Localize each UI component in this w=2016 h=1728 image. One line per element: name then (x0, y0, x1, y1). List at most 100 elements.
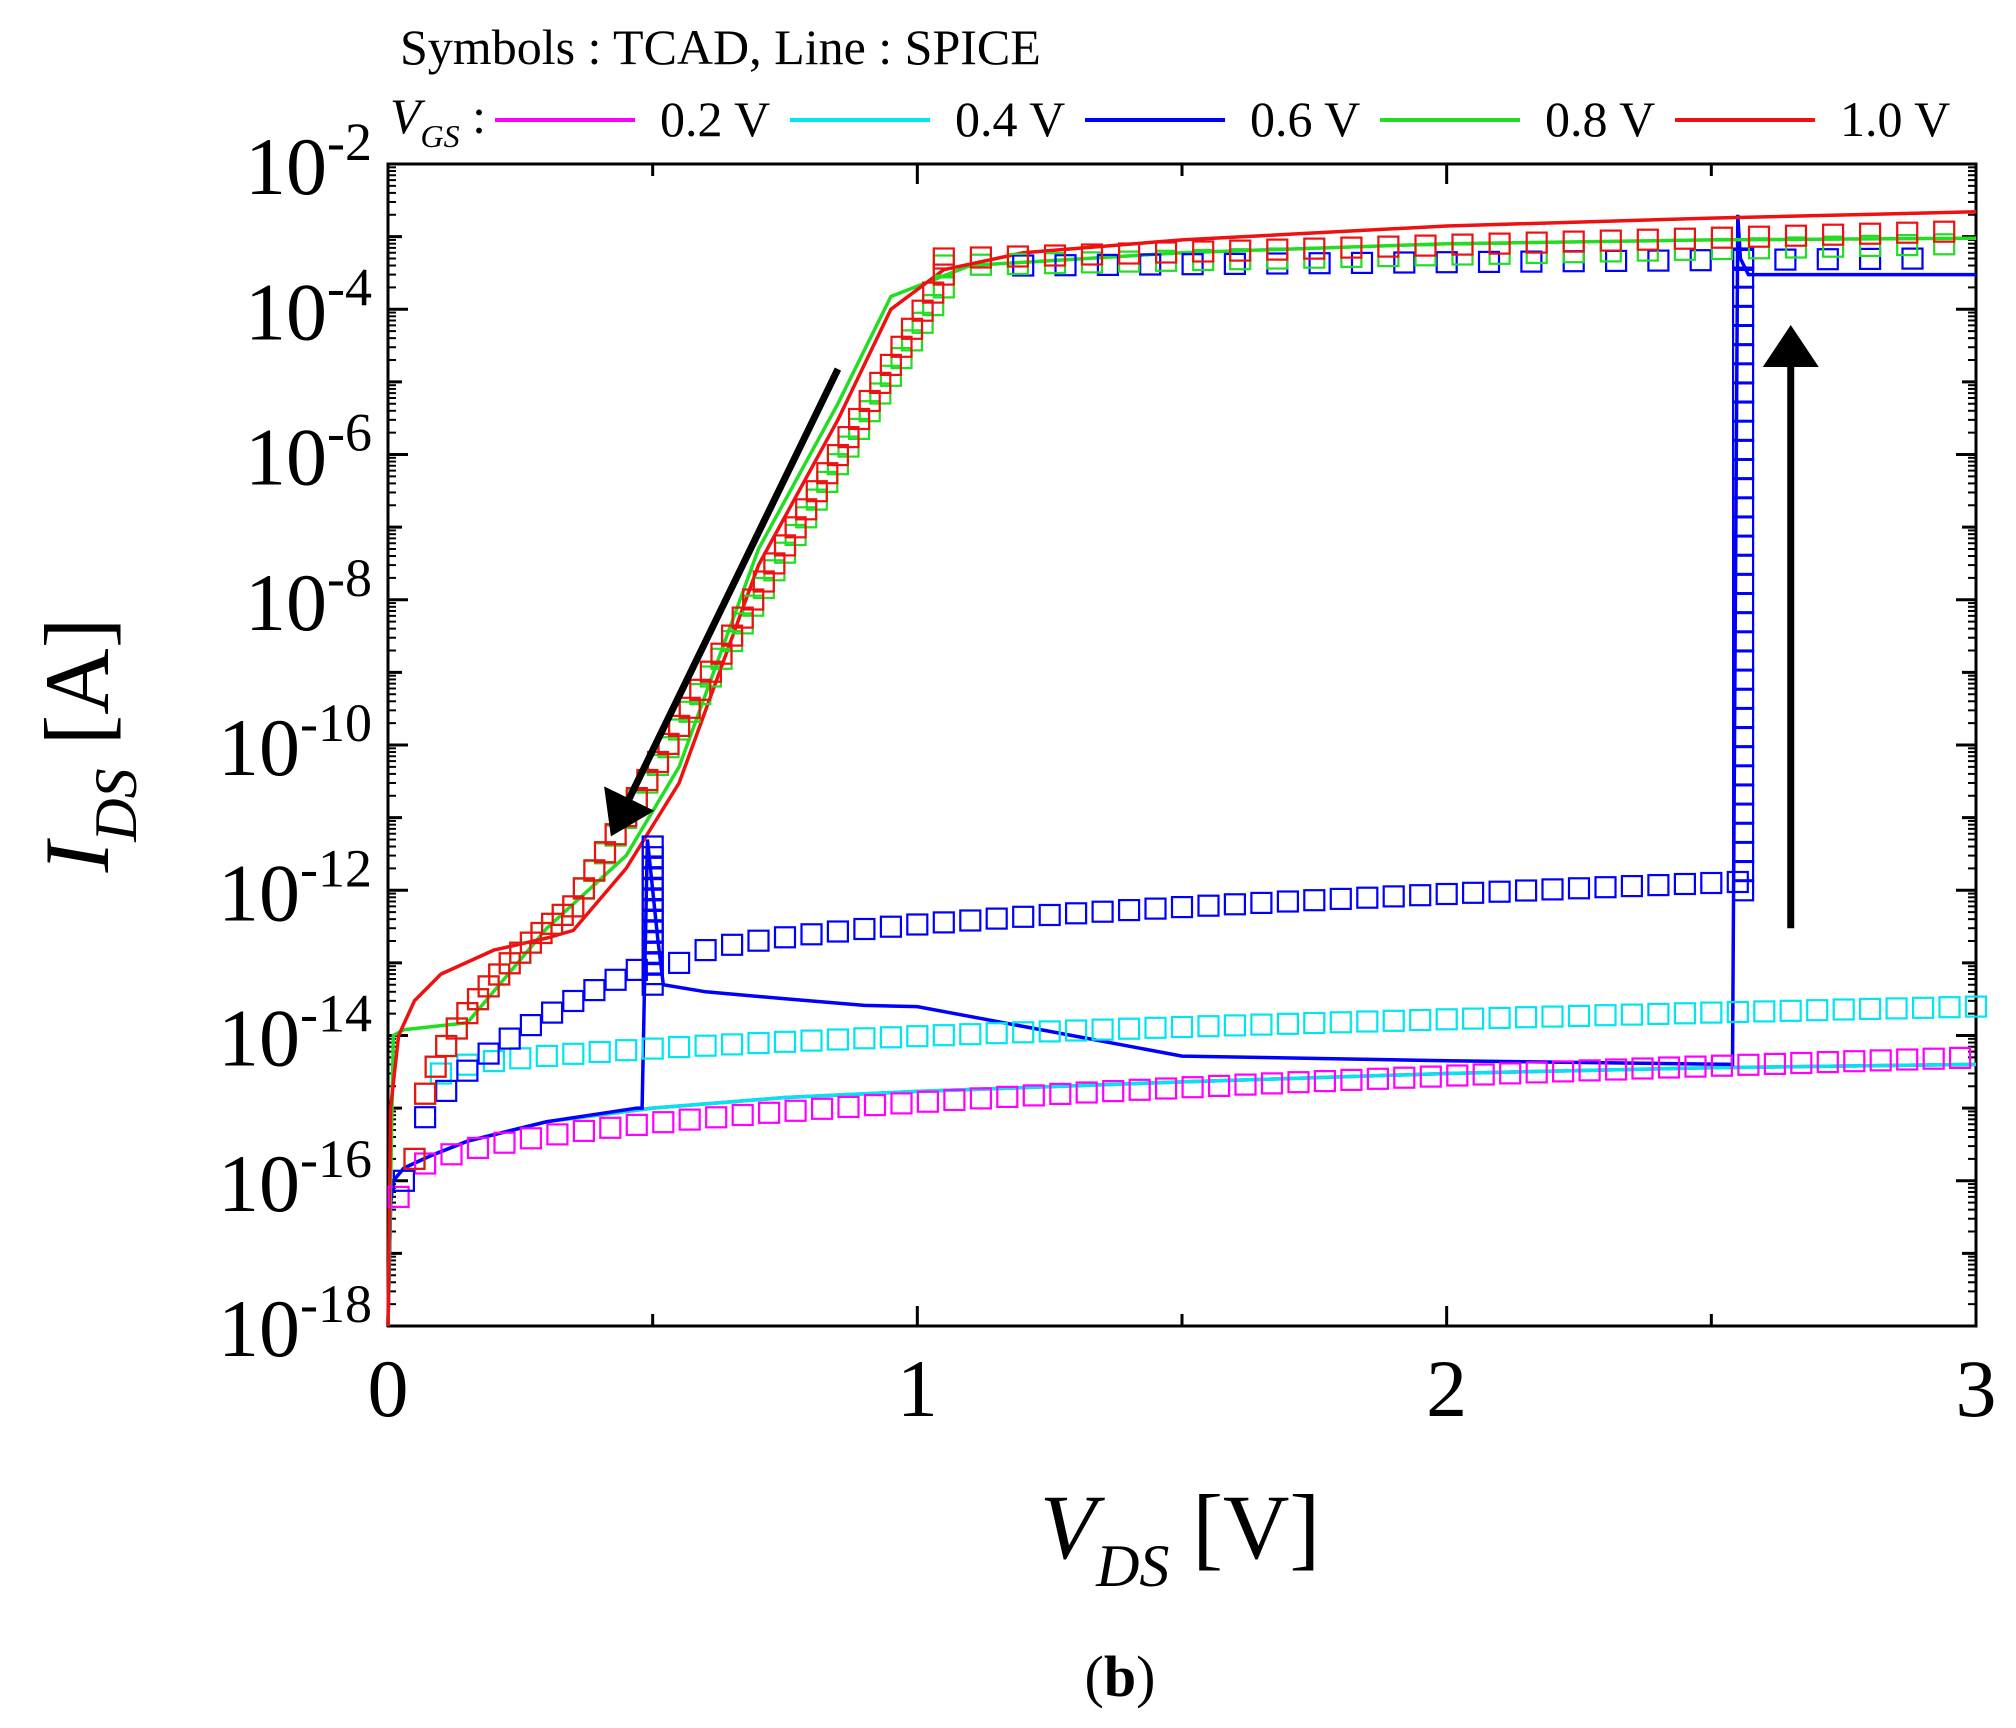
y-tick-label: 10-10 (218, 693, 372, 793)
y-tick-label: 10-2 (245, 112, 372, 212)
data-point (1816, 248, 1839, 271)
data-point (969, 246, 993, 269)
data-point (1747, 225, 1771, 248)
data-point (392, 1169, 415, 1192)
data-point (1541, 878, 1564, 901)
data-point (1154, 241, 1178, 264)
data-point (1303, 889, 1326, 912)
data-point (493, 1131, 516, 1154)
data-point (387, 1185, 410, 1209)
data-point (1673, 1002, 1697, 1025)
data-point (853, 917, 876, 941)
data-point (1488, 1006, 1511, 1030)
data-point (1657, 1056, 1681, 1079)
data-point (615, 1039, 638, 1062)
axis-tick-labels: 0 1 2 3 10-18 10-16 10-14 10-12 10-10 10-8 10-6 10-… (218, 112, 1996, 1434)
data-point (784, 1099, 807, 1122)
data-point (1170, 895, 1194, 919)
data-point (1731, 248, 1755, 271)
data-point (1250, 1013, 1273, 1036)
data-point (535, 1044, 558, 1068)
data-point (731, 1103, 754, 1127)
y-tick-label: 10-18 (218, 1274, 372, 1374)
legend-entries: 0.2 V 0.4 V 0.6 V 0.8 V 1.0 V (495, 91, 1950, 147)
data-point (879, 915, 903, 938)
data-point (853, 1027, 876, 1050)
data-point (1223, 893, 1247, 916)
data-point (652, 1111, 675, 1134)
data-point (1551, 1060, 1575, 1083)
data-point (1647, 873, 1670, 897)
data-point (1250, 891, 1273, 915)
data-point (1117, 242, 1141, 265)
data-point (1223, 252, 1247, 275)
data-point (1303, 1011, 1326, 1035)
data-point (837, 1095, 860, 1119)
data-point (1821, 223, 1845, 246)
data-point (1948, 1046, 1972, 1070)
data-point (747, 929, 770, 952)
data-point (1366, 1067, 1390, 1090)
data-point (1435, 1008, 1458, 1031)
data-point (1869, 1049, 1892, 1072)
data-point (604, 968, 627, 991)
data-point (1329, 887, 1352, 911)
data-point (1409, 884, 1432, 907)
data-point (1816, 1050, 1839, 1074)
data-point (477, 1042, 500, 1065)
data-point (435, 1079, 458, 1103)
data-point (720, 1033, 744, 1056)
data-point (1933, 233, 1956, 256)
data-point (1731, 802, 1755, 825)
data-point (1896, 221, 1919, 244)
data-point (943, 1088, 966, 1112)
y-axis-label: IDS [A] (26, 618, 149, 874)
data-point (932, 911, 955, 934)
data-point (826, 1028, 850, 1051)
series-line (386, 1062, 1977, 1327)
data-point (1896, 1048, 1919, 1071)
data-point (1340, 236, 1363, 259)
x-tick-label: 3 (1956, 1343, 1997, 1434)
data-point (1753, 1000, 1776, 1023)
data-point (583, 978, 606, 1002)
data-point (1075, 1081, 1098, 1104)
data-point (429, 1062, 452, 1085)
panel-label: (b) (1085, 1644, 1156, 1709)
data-point (1229, 239, 1252, 262)
data-point (773, 1030, 797, 1053)
data-point (1329, 1011, 1352, 1034)
data-point (1340, 1068, 1363, 1092)
data-point (1726, 1000, 1749, 1024)
data-point (1858, 222, 1882, 245)
data-point (1488, 880, 1511, 903)
data-point (1710, 226, 1734, 249)
data-point (1012, 1021, 1035, 1044)
data-point (403, 1147, 426, 1171)
x-axis-label: VDS [V] (1040, 1476, 1320, 1599)
data-point (1266, 238, 1289, 261)
y-tick-label: 10-4 (245, 257, 372, 357)
data-point (1673, 227, 1697, 250)
data-point (641, 835, 664, 858)
data-point (773, 926, 797, 949)
data-point (1409, 1008, 1432, 1032)
data-point (562, 989, 585, 1013)
data-point (1091, 900, 1114, 923)
data-point (1599, 229, 1622, 252)
data-point (1313, 1069, 1337, 1093)
data-point (1446, 1064, 1469, 1087)
data-point (1747, 237, 1771, 260)
data-point (985, 1022, 1008, 1045)
data-point (1192, 240, 1215, 263)
legend-label: 1.0 V (1840, 91, 1950, 147)
data-point (1885, 997, 1908, 1020)
data-point (1636, 228, 1659, 251)
annotation-arrows (604, 325, 1819, 929)
data-point (599, 1116, 622, 1139)
data-point (1144, 1016, 1167, 1039)
data-point (932, 247, 955, 270)
data-point (1393, 1066, 1416, 1089)
series-lines (386, 210, 1977, 1327)
data-point (1435, 882, 1458, 906)
